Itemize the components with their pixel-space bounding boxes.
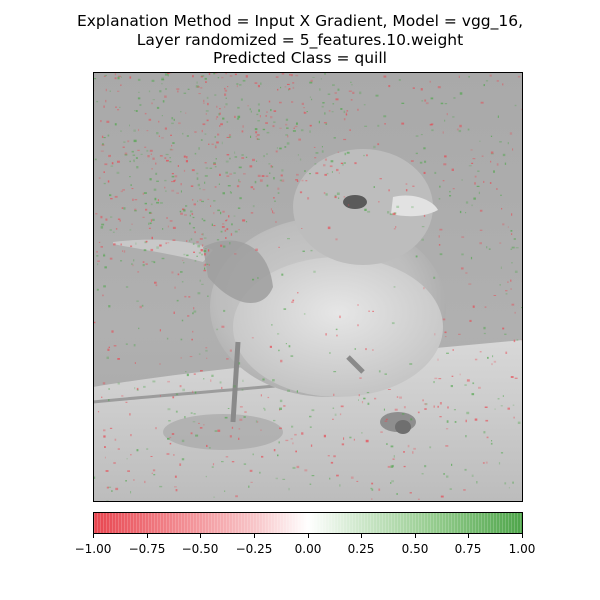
attribution-image <box>93 72 523 502</box>
bird-photo-overlay <box>93 72 523 502</box>
colorbar-tick-label: −0.50 <box>181 542 219 556</box>
wing <box>203 240 273 304</box>
colorbar-tick-label: −0.25 <box>235 542 273 556</box>
colorbar-tick-label: 0.50 <box>401 542 429 556</box>
colorbar-tick <box>522 534 523 538</box>
colorbar-tick <box>468 534 469 538</box>
colorbar-axis: −1.00 −0.75 −0.50 −0.25 0.00 0.25 0.50 0.75 1.00 <box>75 534 535 564</box>
bird-eye <box>343 195 367 209</box>
colorbar-tick-label: 1.00 <box>508 542 536 556</box>
title-line-3: Predicted Class = quill <box>213 49 387 67</box>
colorbar <box>93 512 523 534</box>
tail <box>113 239 213 262</box>
figure-title: Explanation Method = Input X Gradient, M… <box>0 12 600 68</box>
colorbar-gradient <box>93 512 523 534</box>
colorbar-tick <box>361 534 362 538</box>
colorbar-tick <box>308 534 309 538</box>
colorbar-tick <box>200 534 201 538</box>
title-line-2: Layer randomized = 5_features.10.weight <box>136 30 464 49</box>
colorbar-tick-label: 0.25 <box>347 542 375 556</box>
bird-beak <box>391 195 438 217</box>
colorbar-tick-label: 0.00 <box>294 542 322 556</box>
colorbar-tick <box>147 534 148 538</box>
rock-region <box>93 340 523 502</box>
colorbar-tick-label: 0.75 <box>454 542 482 556</box>
attribution-speckles <box>93 72 523 502</box>
title-line-1: Explanation Method = Input X Gradient, M… <box>76 12 524 30</box>
colorbar-tick-label: −0.75 <box>128 542 166 556</box>
colorbar-tick <box>93 534 94 538</box>
bird-leg <box>230 341 241 423</box>
colorbar-tick <box>254 534 255 538</box>
colorbar-tick-label: −1.00 <box>74 542 112 556</box>
colorbar-tick <box>415 534 416 538</box>
